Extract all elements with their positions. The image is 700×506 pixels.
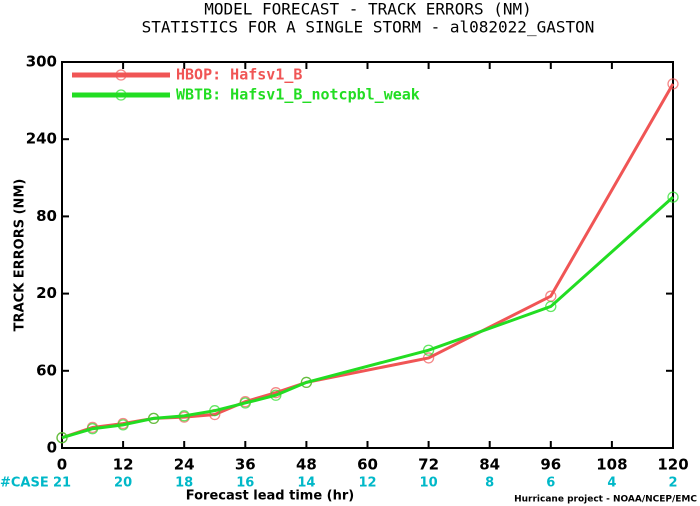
x-tick-label: 84 [479,456,500,474]
point-marker [178,410,190,422]
x-tick-label: 60 [357,456,378,474]
chart-subtitle: STATISTICS FOR A SINGLE STORM - al082022… [142,18,595,37]
point-marker [300,376,313,389]
case-count: 2 [668,476,677,491]
x-tick-label: 108 [596,456,627,474]
case-count: 18 [175,476,193,491]
y-tick-label: 240 [26,130,57,148]
x-tick-label: 48 [296,456,317,474]
x-tick-label: 24 [174,456,195,474]
case-count: 10 [420,476,438,491]
y-axis-label: TRACK ERRORS (NM) [13,179,28,332]
x-tick-label: 12 [113,456,134,474]
x-axis-label: Forecast lead time (hr) [186,489,354,504]
y-tick-label: 80 [36,207,57,225]
y-tick-label: 60 [36,361,57,379]
x-tick-label: 36 [235,456,256,474]
point-marker [422,344,435,356]
legend-marker [115,89,127,101]
point-marker [209,405,221,417]
case-count: 16 [236,476,254,491]
point-marker [147,412,160,425]
x-tick-label: 0 [57,456,67,474]
point-marker [239,397,251,409]
point-marker [545,300,557,313]
legend-label: HBOP: Hafsv1_B [176,66,302,84]
point-marker [667,191,679,203]
plot-frame [61,61,674,449]
point-marker [56,432,68,444]
legend-marker [115,69,127,81]
footer: Hurricane project - NOAA/NCEP/EMC [514,495,697,505]
point-marker [270,389,282,401]
point-marker [117,419,129,431]
x-tick-label: 120 [657,456,688,474]
case-count: 6 [546,476,555,491]
case-count: 20 [114,476,132,491]
x-tick-label: 72 [418,456,439,474]
legend-label: WBTB: Hafsv1_B_notcpbl_weak [176,86,420,104]
case-count: 14 [297,476,315,491]
point-marker [667,78,679,90]
series-line [61,83,675,440]
y-tick-label: 300 [26,53,57,71]
point-marker [422,352,435,364]
case-count: 8 [485,476,494,491]
x-tick-label: 96 [540,456,561,474]
case-count: 12 [358,476,376,491]
chart-title: MODEL FORECAST - TRACK ERRORS (NM) [204,0,532,19]
case-label: #CASE [0,476,49,491]
case-count: 21 [53,476,71,491]
case-count: 4 [607,476,616,491]
point-marker [86,423,99,435]
y-tick-label: 20 [36,284,57,302]
series-line [61,195,675,440]
y-tick-label: 0 [47,439,57,457]
